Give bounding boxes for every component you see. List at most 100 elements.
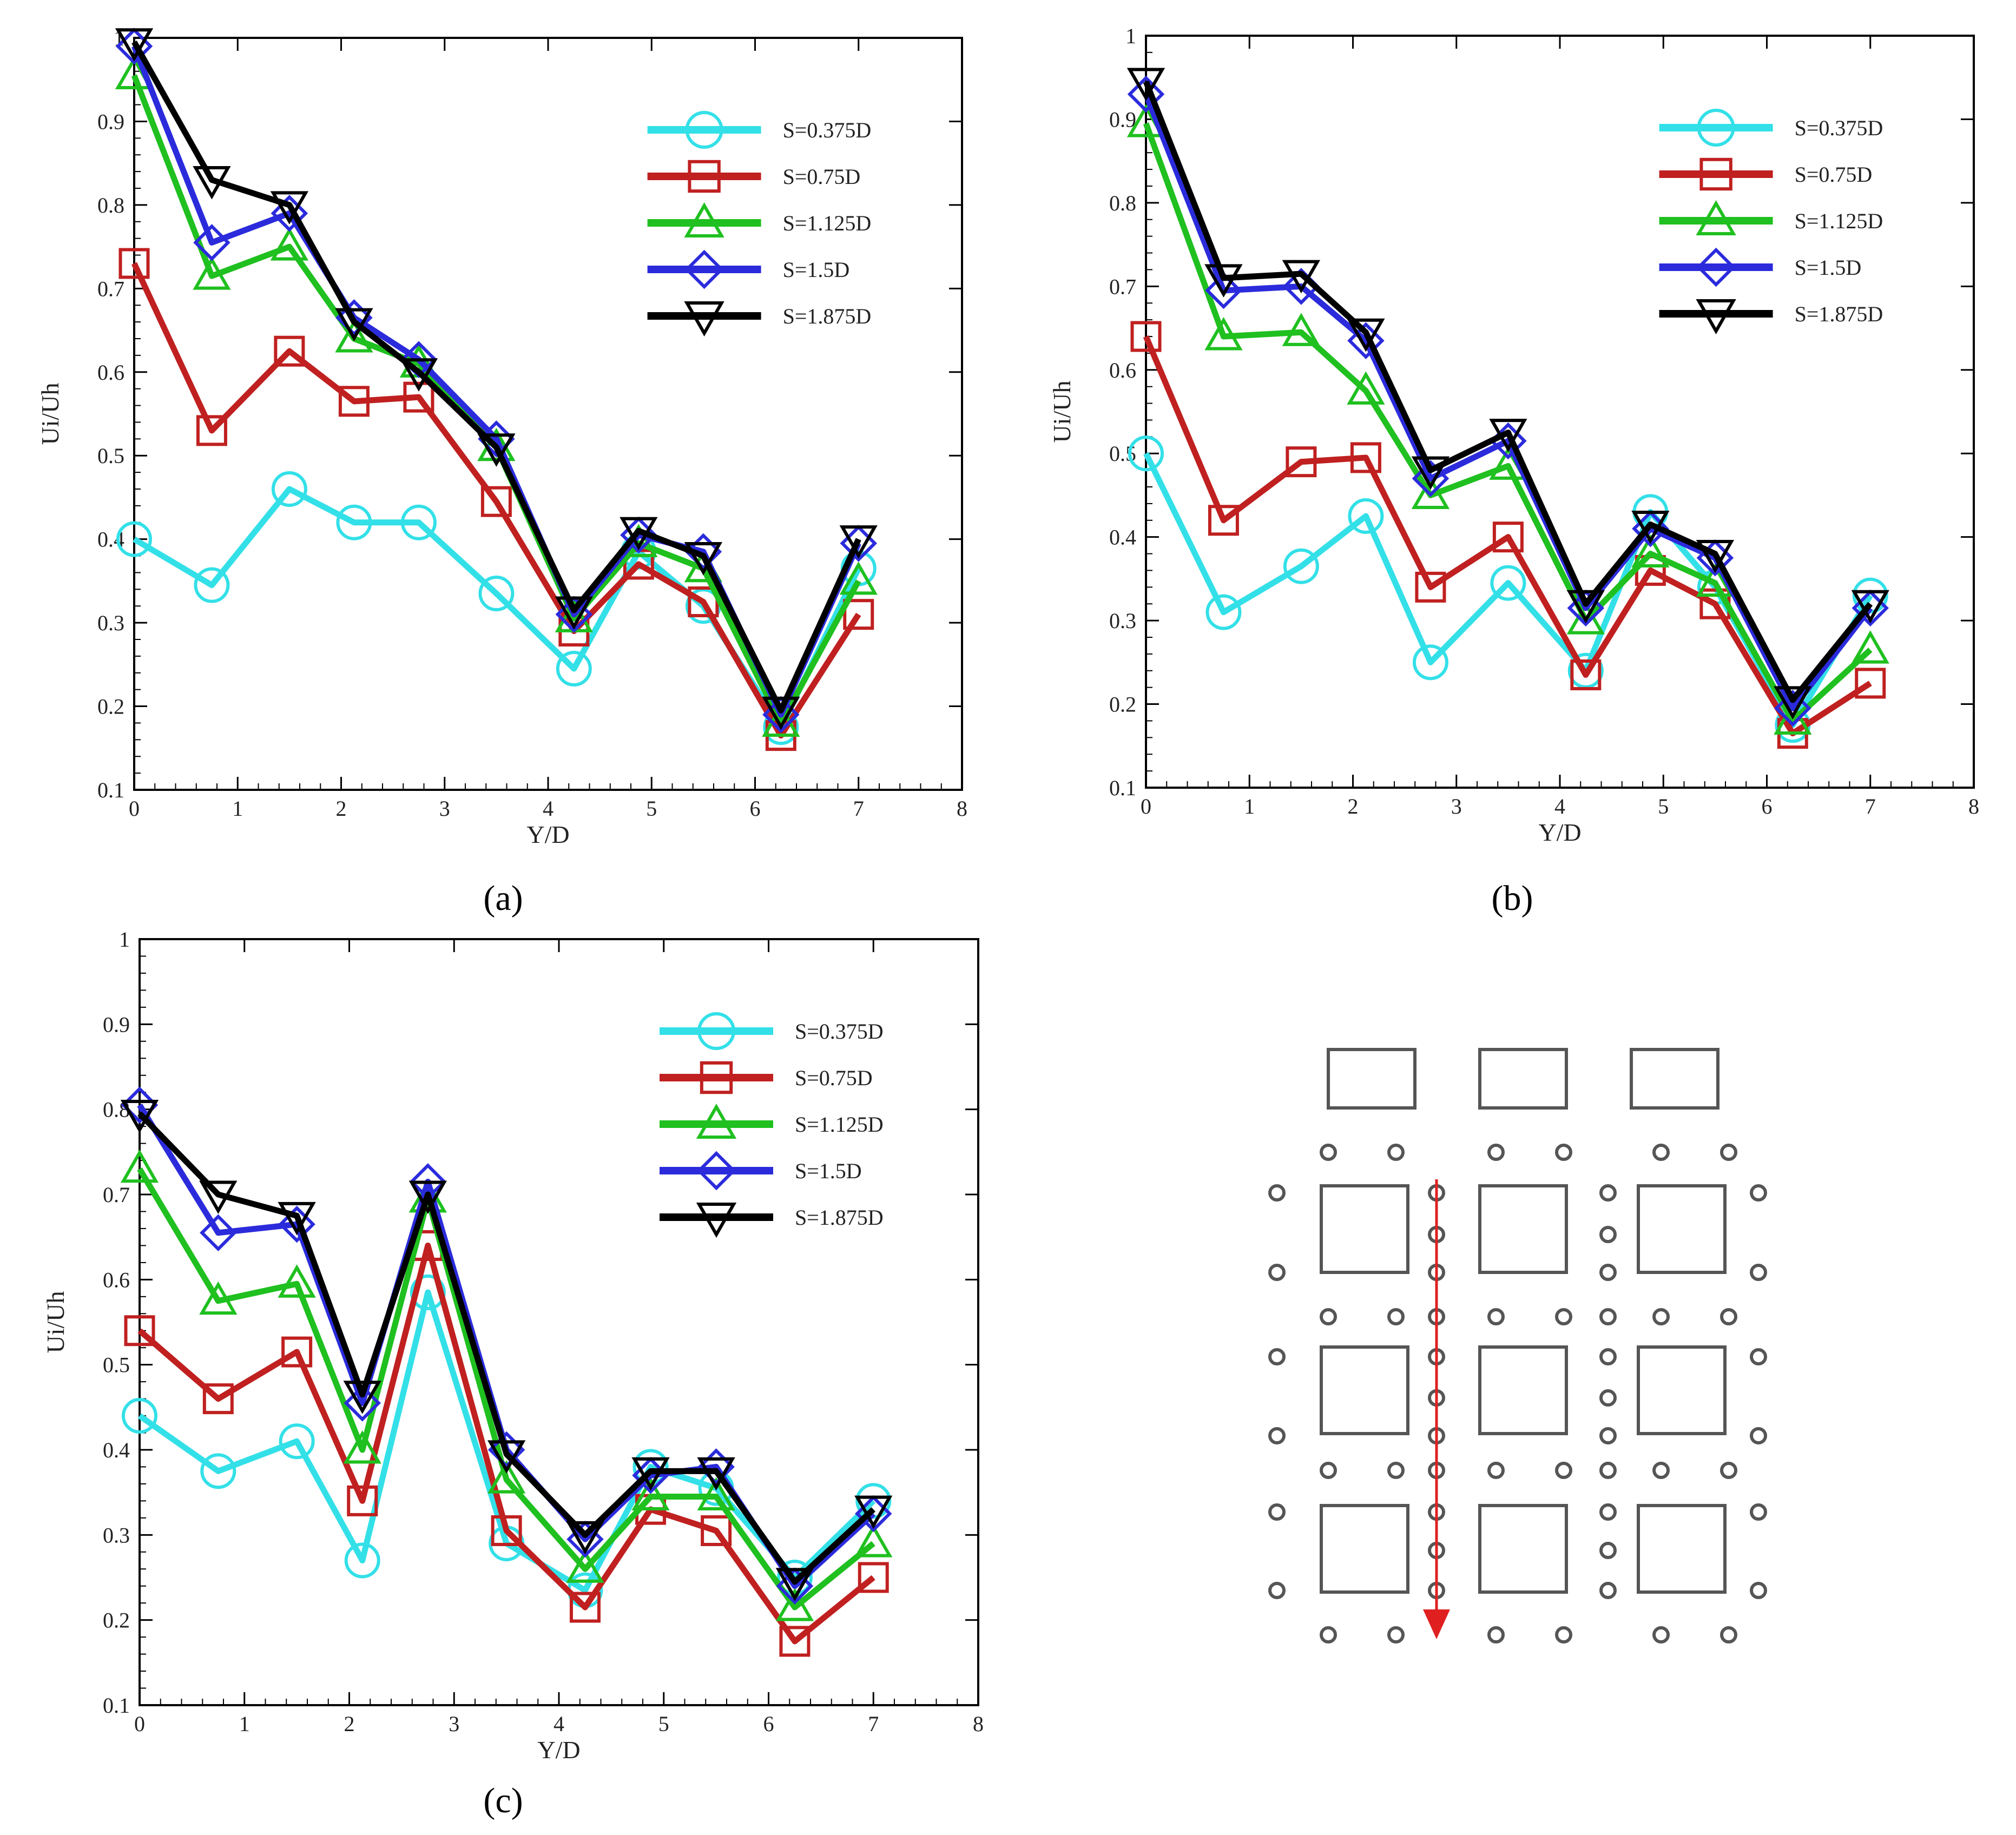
y-tick-label: 1 xyxy=(119,927,130,952)
data-point xyxy=(343,1381,381,1414)
data-point xyxy=(270,227,309,261)
x-tick-label: 7 xyxy=(853,796,864,821)
data-point xyxy=(271,195,308,232)
x-tick-label: 8 xyxy=(957,796,967,821)
tree-marker xyxy=(1599,1226,1617,1243)
tree-marker xyxy=(1268,1348,1286,1365)
data-point xyxy=(270,191,309,225)
data-point xyxy=(775,1568,814,1601)
data-point xyxy=(1350,442,1381,473)
data-point xyxy=(120,1100,159,1133)
y-tick-label: 0.2 xyxy=(103,1608,130,1633)
building-block xyxy=(1320,1504,1409,1594)
tree-marker xyxy=(1487,1462,1505,1479)
data-point xyxy=(1208,505,1239,536)
building-block xyxy=(1320,1184,1409,1274)
tree-marker xyxy=(1599,1264,1617,1281)
data-point xyxy=(1126,68,1165,101)
x-tick-label: 8 xyxy=(1968,794,1979,819)
data-point xyxy=(343,1430,381,1464)
y-tick-label: 0.6 xyxy=(103,1268,130,1292)
x-axis-label: Y/D xyxy=(1538,819,1581,846)
y-tick-label: 0.5 xyxy=(103,1353,130,1377)
x-tick-label: 3 xyxy=(449,1712,459,1736)
tree-marker xyxy=(1387,1626,1405,1643)
x-tick-label: 6 xyxy=(763,1712,774,1736)
data-point xyxy=(274,335,305,367)
data-point xyxy=(487,1440,526,1474)
series-line xyxy=(137,1167,875,1610)
data-point xyxy=(569,1592,601,1623)
data-point xyxy=(281,1336,313,1368)
y-tick-label: 1 xyxy=(1125,24,1136,48)
data-point xyxy=(1412,644,1448,681)
y-tick-label: 0.1 xyxy=(103,1693,130,1718)
data-point xyxy=(410,1274,446,1310)
data-point xyxy=(1696,563,1735,597)
x-tick-label: 2 xyxy=(1348,794,1359,819)
legend-marker xyxy=(1697,109,1735,147)
data-point xyxy=(1492,522,1524,553)
data-point xyxy=(118,248,150,279)
data-point xyxy=(338,386,370,417)
data-point xyxy=(1347,371,1385,405)
legend-label: S=0.375D xyxy=(795,1019,884,1044)
x-tick-label: 7 xyxy=(1865,794,1876,819)
legend-label: S=0.75D xyxy=(1795,162,1873,187)
data-point xyxy=(403,381,434,413)
tree-marker xyxy=(1720,1308,1737,1325)
legend-label: S=0.75D xyxy=(783,164,861,189)
tree-marker xyxy=(1599,1348,1617,1365)
legend-marker xyxy=(696,1151,736,1191)
x-tick-label: 1 xyxy=(239,1712,250,1736)
tree-marker xyxy=(1720,1626,1737,1643)
y-tick-label: 0.4 xyxy=(1109,525,1136,550)
legend-marker xyxy=(700,1061,733,1094)
tree-marker xyxy=(1750,1427,1767,1444)
data-point xyxy=(400,504,437,540)
series-S=1.875D xyxy=(1126,68,1889,720)
x-tick-label: 5 xyxy=(1658,794,1669,819)
data-point xyxy=(555,596,593,630)
data-point xyxy=(200,1214,237,1252)
data-point xyxy=(335,308,373,342)
tree-marker xyxy=(1652,1626,1670,1643)
legend-marker xyxy=(684,249,724,289)
tree-marker xyxy=(1320,1626,1337,1643)
data-point xyxy=(199,1281,238,1315)
legend-label: S=0.375D xyxy=(783,118,872,142)
data-point xyxy=(1774,686,1812,720)
plot-frame xyxy=(1145,35,1975,789)
y-axis-label: Ui/Uh xyxy=(42,1291,69,1354)
y-tick-label: 0.2 xyxy=(1109,692,1136,717)
data-point xyxy=(1347,322,1385,359)
data-point xyxy=(491,1515,522,1546)
x-tick-label: 0 xyxy=(134,1712,145,1736)
tree-marker xyxy=(1387,1144,1405,1161)
data-point xyxy=(120,1149,159,1183)
data-point xyxy=(1631,511,1670,544)
data-point xyxy=(487,1460,526,1494)
data-point xyxy=(1566,601,1605,635)
legend-marker xyxy=(697,1012,735,1050)
x-tick-label: 5 xyxy=(658,1712,669,1736)
data-point xyxy=(697,1448,735,1486)
tree-marker xyxy=(1599,1582,1617,1599)
x-tick-label: 3 xyxy=(439,796,450,821)
data-point xyxy=(1567,652,1604,689)
legend-label: S=0.375D xyxy=(1795,116,1883,140)
y-tick-label: 0.7 xyxy=(1109,274,1136,299)
legend-label: S=1.5D xyxy=(795,1159,862,1183)
series-line xyxy=(1143,93,1873,711)
tree-marker xyxy=(1652,1462,1670,1479)
data-point xyxy=(477,433,516,467)
tree-marker xyxy=(1320,1462,1337,1479)
legend-marker xyxy=(696,1103,737,1139)
x-axis-label: Y/D xyxy=(537,1736,580,1764)
data-point xyxy=(278,1205,315,1243)
legend-marker xyxy=(696,1203,737,1238)
plot-frame xyxy=(139,938,979,1706)
data-point xyxy=(697,1457,735,1491)
data-point xyxy=(839,525,878,559)
series-S=1.5D xyxy=(115,28,877,734)
